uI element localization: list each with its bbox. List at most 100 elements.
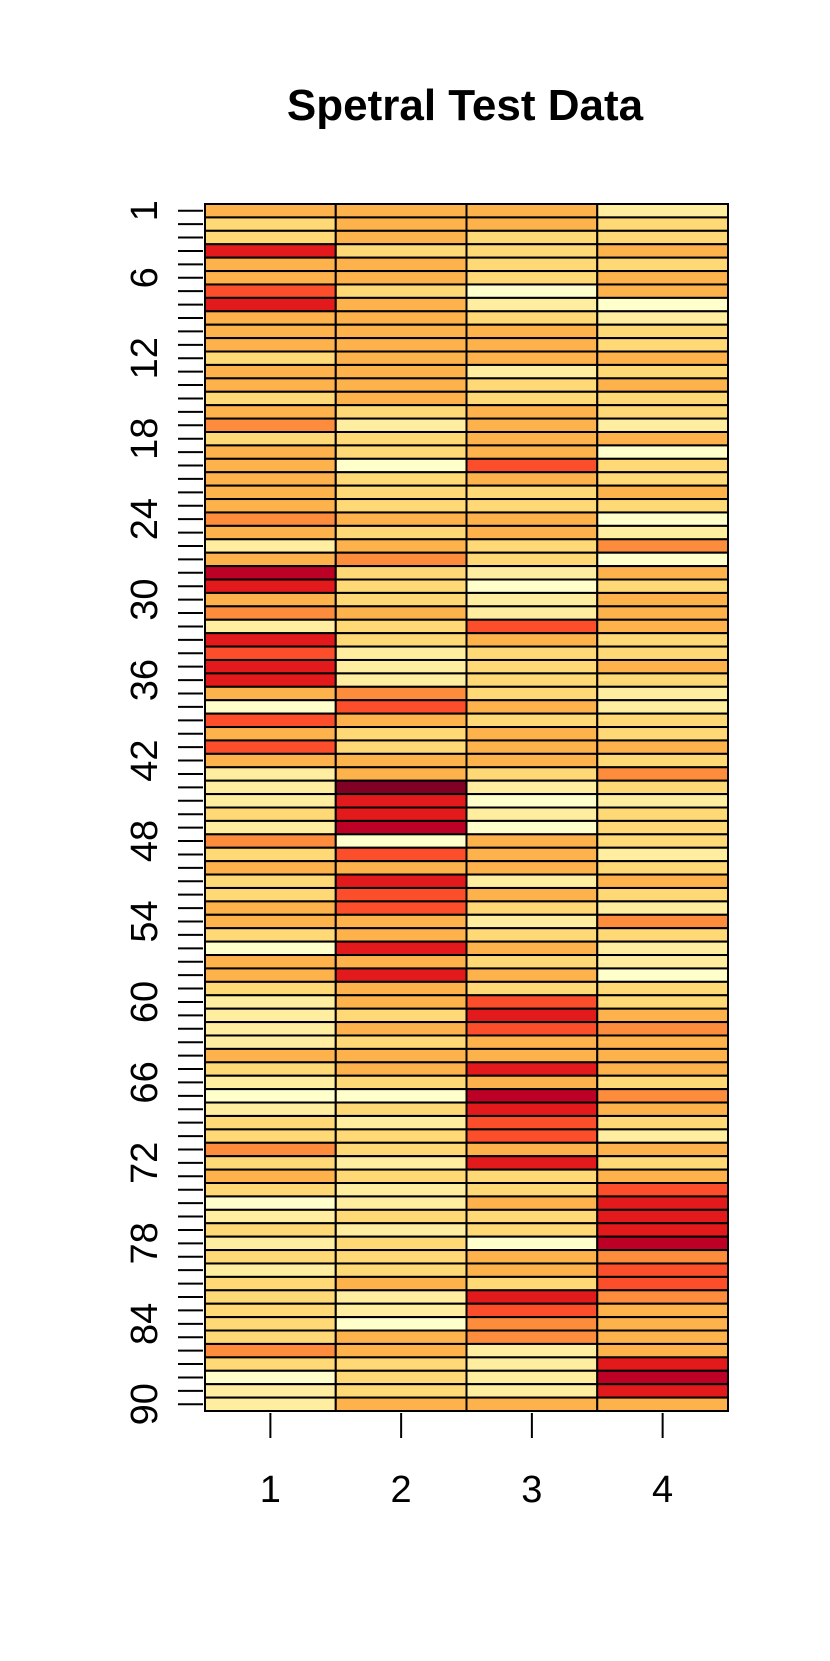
heatmap-cell-r76-c2 — [334, 1208, 468, 1225]
heatmap-cell-r36-c2 — [334, 672, 468, 688]
heatmap-cell-r6-c1 — [204, 270, 337, 286]
heatmap-cell-r57-c4 — [596, 954, 729, 970]
heatmap-cell-r88-c3 — [465, 1369, 599, 1386]
heatmap-cell-r86-c1 — [204, 1342, 337, 1359]
heatmap-cell-r10-c4 — [596, 323, 729, 340]
heatmap-cell-r41-c1 — [204, 739, 337, 755]
row-tick-label-60: 60 — [124, 981, 166, 1023]
heatmap-cell-r7-c3 — [465, 283, 599, 299]
heatmap-cell-r64-c2 — [334, 1047, 468, 1064]
heatmap-cell-r87-c3 — [465, 1356, 599, 1372]
heatmap-cell-r58-c3 — [465, 967, 599, 983]
heatmap-cell-r89-c4 — [596, 1383, 729, 1399]
row-tick-label-84: 84 — [124, 1303, 166, 1345]
heatmap-cell-r3-c4 — [596, 229, 729, 246]
heatmap-cell-r2-c2 — [334, 216, 468, 232]
heatmap-cell-r83-c3 — [465, 1302, 599, 1319]
heatmap-cell-r16-c1 — [204, 404, 337, 420]
heatmap-cell-r9-c3 — [465, 310, 599, 326]
heatmap-cell-r69-c1 — [204, 1114, 337, 1131]
heatmap-cell-r4-c1 — [204, 243, 337, 259]
heatmap-cell-r18-c4 — [596, 430, 729, 447]
heatmap-cell-r34-c1 — [204, 645, 337, 661]
heatmap-cell-r55-c1 — [204, 927, 337, 943]
heatmap-cell-r74-c2 — [334, 1182, 468, 1198]
heatmap-cell-r13-c4 — [596, 363, 729, 380]
heatmap-cell-r75-c2 — [334, 1195, 468, 1211]
heatmap-cell-r32-c1 — [204, 618, 337, 635]
heatmap-cell-r27-c2 — [334, 551, 468, 568]
heatmap-cell-r9-c4 — [596, 310, 729, 326]
heatmap-cell-r37-c2 — [334, 685, 468, 702]
heatmap-cell-r36-c3 — [465, 672, 599, 688]
heatmap-cell-r40-c3 — [465, 726, 599, 742]
heatmap-cell-r18-c3 — [465, 430, 599, 447]
heatmap-cell-r81-c3 — [465, 1275, 599, 1292]
heatmap-cell-r62-c2 — [334, 1021, 468, 1037]
heatmap-cell-r25-c1 — [204, 524, 337, 541]
heatmap-cell-r88-c4 — [596, 1369, 729, 1386]
heatmap-cell-r51-c2 — [334, 873, 468, 889]
heatmap-cell-r42-c3 — [465, 752, 599, 769]
heatmap-cell-r63-c1 — [204, 1034, 337, 1050]
heatmap-cell-r26-c3 — [465, 538, 599, 554]
heatmap-cell-r65-c1 — [204, 1061, 337, 1077]
heatmap-cell-r65-c4 — [596, 1061, 729, 1077]
heatmap-cell-r89-c1 — [204, 1383, 337, 1399]
heatmap-cell-r8-c1 — [204, 296, 337, 313]
heatmap-cell-r83-c2 — [334, 1302, 468, 1319]
heatmap-cell-r23-c2 — [334, 498, 468, 514]
heatmap-cell-r70-c4 — [596, 1128, 729, 1144]
heatmap-cell-r30-c3 — [465, 591, 599, 608]
heatmap-cell-r21-c2 — [334, 471, 468, 487]
heatmap-cell-r4-c4 — [596, 243, 729, 259]
heatmap-cell-r83-c4 — [596, 1302, 729, 1319]
heatmap-cell-r44-c3 — [465, 779, 599, 796]
heatmap-cell-r84-c4 — [596, 1316, 729, 1332]
heatmap-cell-r15-c4 — [596, 390, 729, 407]
heatmap-cell-r16-c2 — [334, 404, 468, 420]
heatmap-cell-r90-c3 — [465, 1396, 599, 1412]
heatmap-cell-r19-c4 — [596, 444, 729, 460]
heatmap-cell-r30-c1 — [204, 591, 337, 608]
column-axis: 1 2 3 4 — [260, 1413, 673, 1511]
heatmap-cell-r60-c4 — [596, 994, 729, 1010]
heatmap-cell-r41-c3 — [465, 739, 599, 755]
heatmap-cell-r29-c1 — [204, 578, 337, 594]
column-tick-label-2: 2 — [391, 1469, 412, 1511]
heatmap-cell-r55-c4 — [596, 927, 729, 943]
heatmap-cell-r9-c1 — [204, 310, 337, 326]
row-tick-label-90: 90 — [124, 1383, 166, 1425]
row-tick-label-72: 72 — [124, 1142, 166, 1184]
heatmap-cell-r41-c4 — [596, 739, 729, 755]
heatmap-cell-r37-c3 — [465, 685, 599, 702]
heatmap-cell-r89-c3 — [465, 1383, 599, 1399]
heatmap-cell-r28-c3 — [465, 565, 599, 581]
heatmap-cell-r19-c2 — [334, 444, 468, 460]
heatmap-cell-r59-c2 — [334, 980, 468, 997]
heatmap-cell-r35-c4 — [596, 658, 729, 675]
heatmap-cell-r6-c2 — [334, 270, 468, 286]
column-tick-label-3: 3 — [521, 1469, 542, 1511]
heatmap-cell-r5-c3 — [465, 256, 599, 273]
heatmap-cell-r42-c1 — [204, 752, 337, 769]
heatmap-cell-r57-c1 — [204, 954, 337, 970]
heatmap-cell-r67-c3 — [465, 1088, 599, 1104]
heatmap-cell-r63-c3 — [465, 1034, 599, 1050]
heatmap-cell-r36-c4 — [596, 672, 729, 688]
heatmap-cell-r16-c3 — [465, 404, 599, 420]
heatmap-cell-r59-c1 — [204, 980, 337, 997]
heatmap-cell-r77-c4 — [596, 1222, 729, 1238]
heatmap-cell-r75-c3 — [465, 1195, 599, 1211]
heatmap-cell-r46-c3 — [465, 806, 599, 822]
heatmap-cell-r15-c1 — [204, 390, 337, 407]
heatmap-cell-r26-c2 — [334, 538, 468, 554]
heatmap-cell-r66-c1 — [204, 1074, 337, 1091]
heatmap-cell-r14-c1 — [204, 377, 337, 393]
heatmap-cell-r38-c3 — [465, 699, 599, 715]
heatmap-cell-r90-c2 — [334, 1396, 468, 1412]
heatmap-cell-r85-c2 — [334, 1329, 468, 1345]
heatmap-cell-r15-c2 — [334, 390, 468, 407]
heatmap-cell-r82-c1 — [204, 1289, 337, 1305]
heatmap-cell-r3-c3 — [465, 229, 599, 246]
